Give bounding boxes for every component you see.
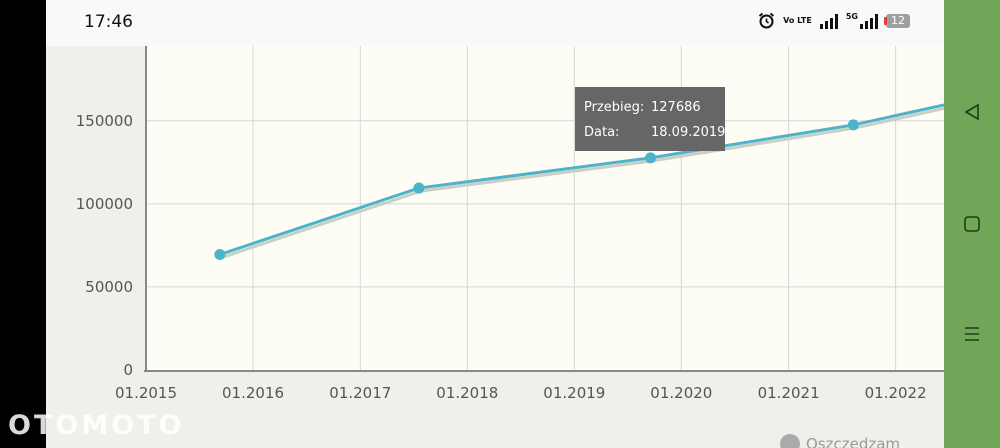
- battery-icon: 12: [884, 13, 910, 28]
- y-tick-label: 50000: [85, 278, 133, 296]
- mileage-series: [214, 103, 944, 261]
- home-icon[interactable]: [944, 214, 1000, 234]
- recents-icon[interactable]: [944, 324, 1000, 344]
- lightbulb-icon: [780, 434, 800, 448]
- tooltip: Przebieg: 127686 Data: 18.09.2019: [575, 87, 725, 151]
- tooltip-box: [575, 87, 725, 151]
- tooltip-date-label: Data:: [584, 125, 619, 140]
- signal-1-icon: [819, 13, 838, 29]
- status-icons: Vo LTE 5G 12: [758, 12, 910, 29]
- horizontal-gridlines: [146, 120, 944, 288]
- tooltip-mileage-label: Przebieg:: [584, 100, 644, 115]
- battery-level: 12: [891, 13, 905, 27]
- x-tick-label: 01.2018: [436, 384, 498, 402]
- alarm-icon: [758, 12, 775, 29]
- tooltip-mileage-value: 127686: [651, 100, 701, 115]
- mileage-chart: 01.2015 01.2016 01.2017 01.2018 01.2019 01.20…: [76, 46, 944, 402]
- x-tick-label: 01.2015: [115, 384, 177, 402]
- y-tick-label: 0: [123, 361, 133, 379]
- left-black-bar: [0, 0, 46, 448]
- y-tick-label: 100000: [76, 195, 133, 213]
- volte-icon: Vo LTE: [783, 15, 812, 25]
- phone-screen: 17:46 Vo LTE 5G 12 01.2015 01.2016 01.2017…: [46, 0, 944, 448]
- data-point: [214, 249, 226, 261]
- y-tick-labels: 0 50000 100000 150000: [76, 112, 133, 379]
- x-tick-label: 01.2020: [650, 384, 712, 402]
- network-5g-label: 5G: [845, 12, 858, 21]
- status-bar: 17:46 Vo LTE 5G 12: [46, 0, 944, 46]
- x-tick-label: 01.2016: [222, 384, 284, 402]
- data-point: [413, 182, 425, 194]
- signal-2-icon: [860, 13, 878, 29]
- x-tick-label: 01.2017: [329, 384, 391, 402]
- data-point: [645, 152, 657, 164]
- x-tick-labels: 01.2015 01.2016 01.2017 01.2018 01.2019 01.20…: [115, 384, 927, 402]
- system-nav-bar: [944, 0, 1000, 448]
- tooltip-date-value: 18.09.2019: [651, 125, 725, 140]
- y-tick-label: 150000: [76, 112, 133, 130]
- back-icon[interactable]: [944, 102, 1000, 122]
- otomoto-watermark: OTOMOTO: [8, 410, 185, 441]
- x-tick-label: 01.2021: [758, 384, 820, 402]
- save-hint-label: Oszczędzam: [806, 435, 901, 448]
- save-hint[interactable]: Oszczędzam: [780, 434, 900, 448]
- status-time: 17:46: [84, 12, 133, 32]
- x-tick-label: 01.2019: [543, 384, 605, 402]
- data-point: [847, 119, 859, 131]
- plot-background: [146, 46, 944, 370]
- x-tick-label: 01.2022: [865, 384, 927, 402]
